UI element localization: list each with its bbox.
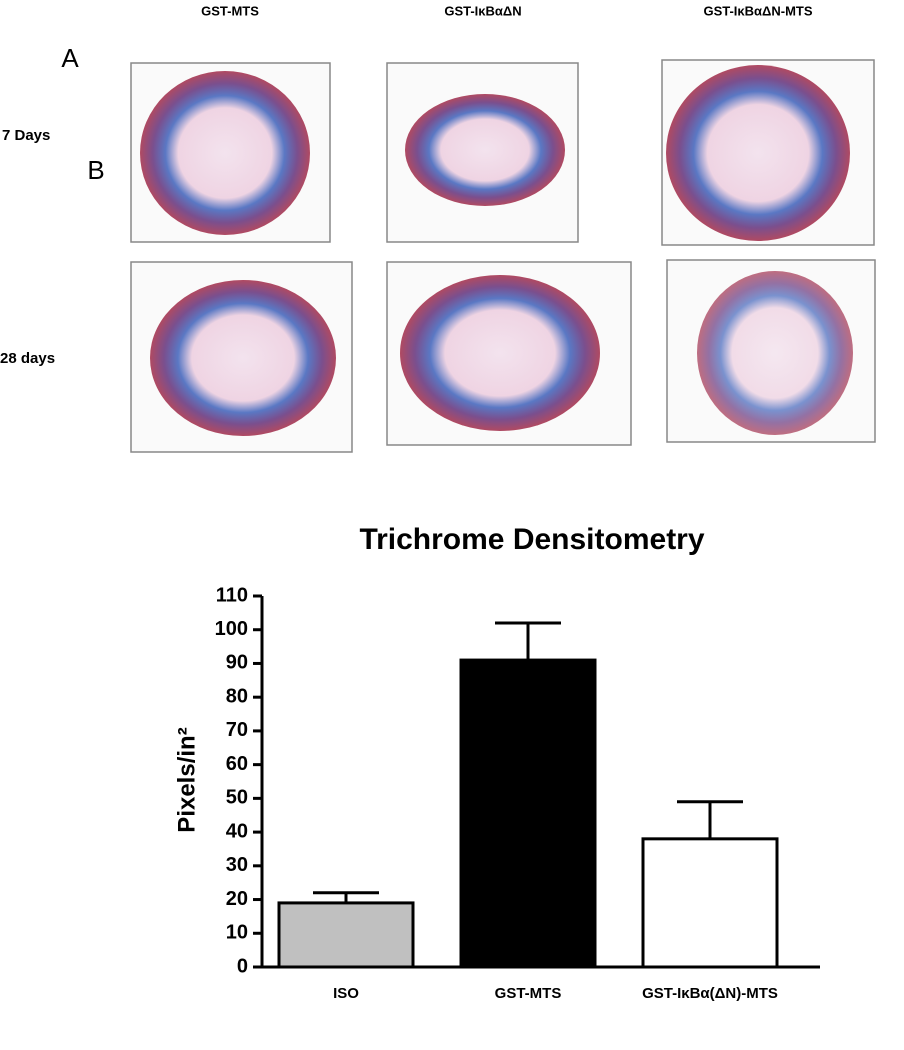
y-tick-label: 50 xyxy=(226,787,248,809)
y-tick-label: 10 xyxy=(226,922,248,944)
y-tick-label: 0 xyxy=(237,955,248,977)
y-tick-label: 100 xyxy=(215,618,248,640)
row-label: 28 days xyxy=(0,350,55,367)
x-tick-label: GST-MTS xyxy=(495,985,562,1002)
y-tick-label: 110 xyxy=(216,584,248,606)
panel-letter: A xyxy=(61,43,79,73)
bar xyxy=(459,658,597,969)
x-tick-label: GST-IκBα(ΔN)-MTS xyxy=(642,985,778,1002)
chart-title: Trichrome Densitometry xyxy=(359,523,704,556)
panel-letter: B xyxy=(87,155,104,185)
y-tick-label: 90 xyxy=(226,652,248,674)
y-tick-label: 30 xyxy=(226,854,248,876)
row-label: 7 Days xyxy=(2,127,50,144)
y-tick-label: 80 xyxy=(226,685,248,707)
y-tick-label: 60 xyxy=(226,753,248,775)
column-header: GST-IκBαΔN xyxy=(444,3,521,18)
micrographs xyxy=(130,59,876,453)
bar xyxy=(277,901,415,969)
y-tick-label: 20 xyxy=(226,888,248,910)
column-header: GST-MTS xyxy=(201,3,259,18)
y-axis-label: Pixels/in² xyxy=(173,727,200,832)
bar xyxy=(641,837,779,969)
column-header: GST-IκBαΔN-MTS xyxy=(703,3,812,18)
y-tick-label: 40 xyxy=(226,820,248,842)
y-tick-label: 70 xyxy=(226,719,248,741)
x-tick-label: ISO xyxy=(333,985,359,1002)
